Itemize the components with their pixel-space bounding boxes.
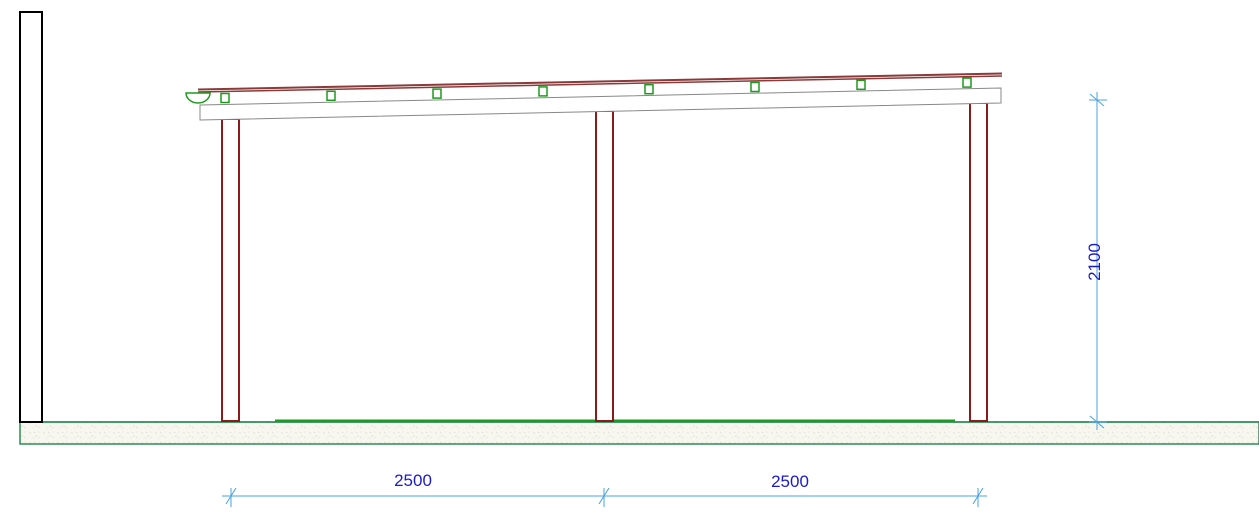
purlin (432, 88, 442, 99)
existing-wall (19, 11, 43, 423)
post-left (221, 118, 240, 422)
purlins (220, 77, 972, 104)
roof-sheet-bottom (197, 75, 1003, 93)
span-right-label: 2500 (771, 472, 809, 491)
posts (221, 102, 988, 422)
purlin (220, 92, 230, 104)
purlin (326, 90, 336, 102)
purlin (962, 77, 972, 88)
roof-sheet-top (197, 72, 1003, 91)
post-middle (595, 110, 614, 422)
height-dimension-tick (1089, 93, 1105, 107)
height-dimension-tick (1089, 415, 1105, 429)
purlin (644, 83, 654, 95)
ground-fill (19, 421, 1259, 445)
span-dimension-tick (225, 487, 237, 505)
span-dimension-tick (598, 487, 610, 505)
span-dimension (222, 487, 987, 507)
gutter (185, 92, 211, 104)
height-dimension (1089, 92, 1107, 430)
main-beam (199, 87, 1002, 121)
post-right (969, 102, 988, 422)
roof-sheeting (197, 72, 1003, 93)
height-label: 2100 (1085, 243, 1104, 281)
purlin (856, 79, 866, 91)
span-dimension-tick (972, 487, 984, 505)
span-left-label: 2500 (394, 471, 432, 490)
ground (19, 419, 1259, 445)
purlin (538, 86, 548, 97)
purlin (750, 81, 760, 93)
